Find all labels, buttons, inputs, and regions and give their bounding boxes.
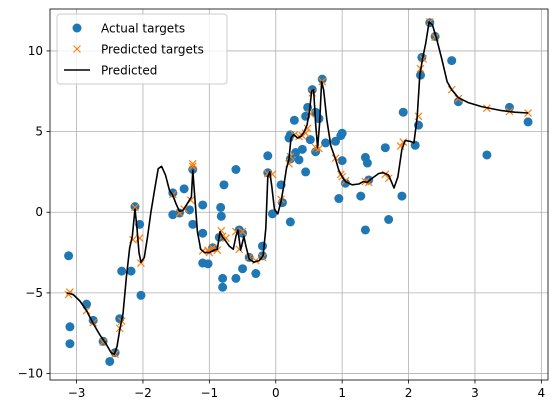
actual-target-point — [482, 150, 492, 160]
x-tick-label: 3 — [471, 386, 479, 400]
actual-target-point — [179, 184, 189, 194]
predicted-target-point — [301, 129, 310, 138]
actual-target-point — [267, 209, 277, 219]
actual-target-point — [218, 282, 228, 292]
plot-area — [64, 17, 533, 366]
x-tick-label: −2 — [134, 386, 152, 400]
y-tick-label: 10 — [28, 44, 43, 58]
actual-target-point — [285, 217, 295, 227]
predicted-target-point — [188, 162, 197, 171]
legend-marker-predicted-targets — [73, 45, 81, 53]
predicted-target-point — [137, 259, 145, 267]
actual-target-point — [238, 228, 248, 238]
predicted-target-point — [131, 203, 139, 212]
x-tick-label: 0 — [272, 386, 280, 400]
actual-target-point — [360, 225, 370, 235]
actual-target-point — [331, 136, 341, 146]
actual-target-point — [238, 264, 248, 274]
legend-marker-actual — [72, 23, 82, 33]
actual-target-point — [362, 158, 372, 168]
x-tick-label: 1 — [338, 386, 346, 400]
actual-target-point — [289, 115, 299, 125]
axes-frame — [49, 8, 549, 381]
predicted-line — [66, 21, 529, 355]
actual-target-point — [380, 143, 390, 153]
predicted-target-point — [314, 144, 323, 153]
x-tick-label: 2 — [405, 386, 413, 400]
actual-target-point — [263, 151, 273, 161]
actual-target-point — [340, 178, 350, 188]
actual-target-point — [218, 273, 228, 283]
actual-target-point — [105, 356, 115, 366]
predicted-target-point — [213, 246, 222, 255]
actual-target-point — [337, 156, 347, 166]
actual-target-point — [523, 117, 533, 127]
predicted-target-point — [251, 256, 260, 265]
actual-target-point — [188, 164, 198, 174]
actual-target-point — [398, 107, 408, 117]
actual-target-point — [203, 259, 213, 269]
actual-target-point — [397, 191, 407, 201]
x-tick-label: −1 — [201, 386, 219, 400]
legend-box — [56, 13, 228, 85]
actual-target-point — [251, 269, 261, 279]
actual-target-point — [384, 215, 394, 225]
actual-target-point — [231, 273, 241, 283]
legend-label-predicted: Predicted — [101, 64, 157, 78]
y-tick-label: −5 — [25, 286, 43, 300]
actual-target-point — [356, 191, 366, 201]
predicted-target-point — [414, 112, 423, 121]
x-tick-label: −3 — [68, 386, 86, 400]
y-tick-label: 0 — [35, 205, 43, 219]
actual-target-point — [257, 241, 267, 251]
legend: Actual targets Predicted targets Predict… — [56, 13, 228, 85]
actual-target-point — [305, 135, 315, 145]
y-tick-label: 5 — [35, 125, 43, 139]
actual-target-point — [65, 322, 75, 332]
actual-target-point — [447, 56, 457, 66]
actual-target-point — [136, 290, 146, 300]
actual-target-point — [321, 138, 331, 148]
actual-target-point — [317, 74, 327, 84]
predicted-target-point — [64, 290, 73, 299]
actual-target-point — [198, 228, 208, 238]
actual-target-point — [337, 128, 347, 138]
x-tick-label: 4 — [538, 386, 546, 400]
actual-target-point — [64, 251, 74, 261]
predicted-target-point — [286, 152, 295, 161]
actual-target-point — [216, 202, 226, 212]
actual-target-point — [188, 219, 198, 229]
predicted-target-point — [399, 138, 408, 147]
predicted-target-point — [238, 227, 247, 236]
actual-target-point — [334, 194, 344, 204]
actual-target-point — [219, 180, 229, 190]
actual-target-point — [198, 200, 208, 210]
actual-target-point — [301, 167, 311, 177]
actual-target-point — [216, 211, 226, 221]
actual-target-point — [168, 188, 178, 198]
legend-label-predicted-targets: Predicted targets — [101, 43, 204, 57]
predicted-target-point — [222, 234, 230, 242]
actual-target-point — [231, 164, 241, 174]
actual-target-point — [294, 155, 304, 165]
predicted-target-point — [188, 159, 197, 168]
y-tick-label: −10 — [18, 367, 43, 381]
actual-target-point — [314, 114, 324, 124]
actual-target-point — [65, 339, 75, 349]
actual-target-point — [117, 266, 127, 276]
actual-target-point — [297, 144, 307, 154]
actual-target-point — [126, 266, 136, 276]
legend-label-actual-targets: Actual targets — [101, 22, 185, 36]
